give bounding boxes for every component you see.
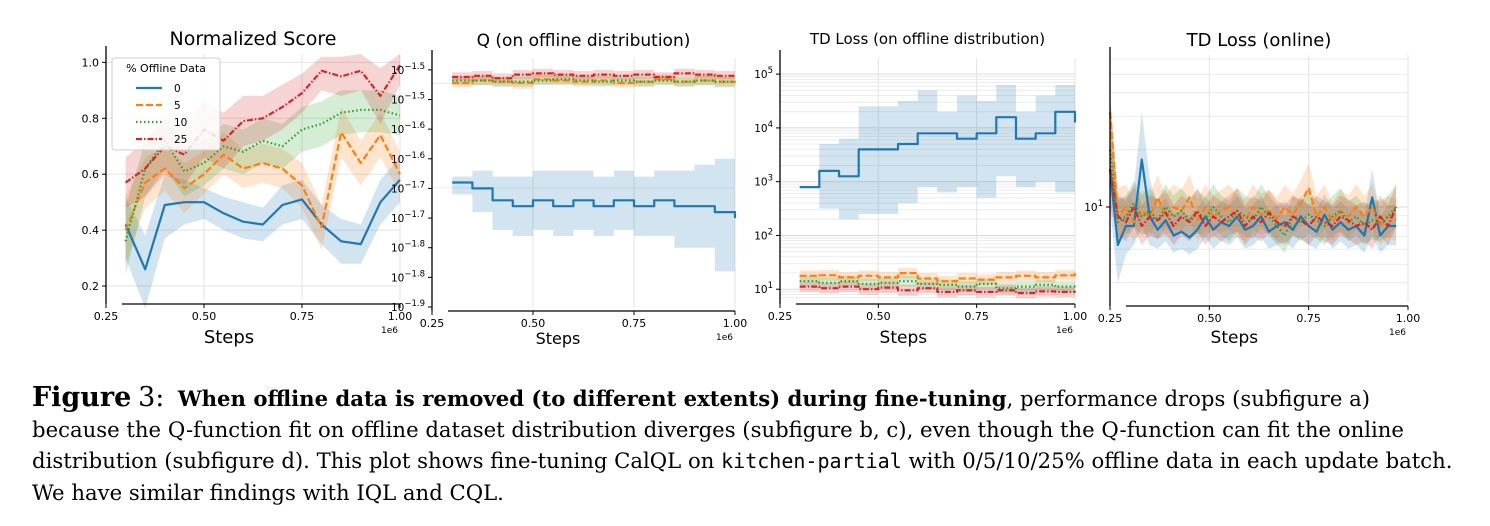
- caption-text-1: , performance drops (subfigure a) becaus…: [32, 386, 1404, 473]
- band-series-5: [799, 267, 1075, 287]
- line-series-0: [452, 181, 737, 219]
- y-tick-label: 104: [754, 120, 773, 135]
- band-series-0: [1110, 93, 1397, 283]
- y-tick-label: 10−1.5: [391, 62, 425, 77]
- x-scale-label: 1e6: [716, 333, 733, 343]
- chart-panel-4: 0.25 0.50 0.75 1.00 1e6 101 TD Loss (online) St…: [1084, 30, 1420, 348]
- y-tick-label: 102: [754, 227, 773, 242]
- caption-figure-number: 3:: [138, 382, 165, 413]
- line-series-0: [124, 179, 401, 271]
- band-series-0: [125, 157, 400, 309]
- chart-title: TD Loss (on offline distribution): [809, 30, 1045, 48]
- y-tick-label: 10−1.6: [391, 121, 425, 136]
- y-tick-label: 101: [1084, 199, 1103, 214]
- y-tick-label: 0.6: [82, 168, 100, 181]
- band-series-0: [799, 58, 1075, 220]
- x-axis-label: Steps: [1211, 328, 1259, 348]
- x-tick-label: 0.50: [192, 310, 217, 323]
- x-scale-label: 1e6: [1056, 326, 1073, 336]
- x-tick-label: 0.25: [1098, 312, 1123, 325]
- line-series-10: [799, 280, 1077, 290]
- x-axis-label: Steps: [204, 327, 254, 348]
- line-series-5: [124, 131, 401, 231]
- caption-text-2: with 0/5/10/25% offline data in each upd…: [32, 448, 1453, 505]
- legend-label-5: 5: [174, 100, 181, 112]
- chart-panel-1: 0.25 0.50 0.75 1.00 1e6 0.2 0.4 0.6 0.8 1.0 Normal…: [82, 28, 413, 348]
- y-tick-label: 10−1.7: [391, 210, 425, 225]
- line-series-0: [1108, 158, 1397, 247]
- x-tick-label: 0.75: [290, 310, 315, 323]
- legend-label-10: 10: [174, 117, 187, 129]
- y-tick-label: 103: [754, 174, 773, 189]
- x-tick-label: 0.50: [521, 317, 546, 330]
- legend-title: % Offline Data: [126, 62, 206, 75]
- chart-title: Normalized Score: [169, 28, 336, 50]
- x-scale-label: 1e6: [381, 326, 398, 336]
- legend-label-0: 0: [174, 83, 181, 95]
- x-tick-label: 1.00: [723, 317, 748, 330]
- y-tick-label: 10−1.8: [391, 269, 425, 284]
- x-tick-label: 1.00: [1396, 312, 1421, 325]
- y-tick-label: 10−1.6: [391, 151, 425, 166]
- band-series-10: [125, 90, 400, 275]
- x-tick-label: 1.00: [388, 310, 413, 323]
- band-series-0: [452, 152, 735, 296]
- x-scale-label: 1e6: [1389, 328, 1406, 338]
- x-tick-label: 0.75: [964, 310, 989, 323]
- band-series-5: [125, 107, 400, 264]
- band-series-25: [1110, 140, 1397, 249]
- line-series-0: [799, 110, 1077, 189]
- x-tick-label: 0.25: [420, 317, 445, 330]
- line-series-10: [452, 78, 735, 83]
- x-axis-label: Steps: [536, 329, 581, 348]
- caption-figure-label: Figure: [32, 382, 132, 413]
- y-tick-label: 0.2: [82, 280, 100, 293]
- line-series-25: [1108, 168, 1398, 231]
- chart-title: Q (on offline distribution): [477, 31, 691, 51]
- y-tick-label: 10−1.8: [391, 240, 425, 255]
- y-tick-label: 10−1.5: [391, 92, 425, 107]
- y-tick-label: 0.8: [82, 112, 100, 125]
- x-tick-label: 1.00: [1063, 310, 1088, 323]
- band-series-25: [125, 54, 400, 208]
- chart-panel-2: 0.25 0.50 0.75 1.00 1e6 10−1.5 10−1.5 10−1.6 10−…: [391, 31, 747, 348]
- figure-caption: Figure 3: When offline data is removed (…: [32, 382, 1462, 508]
- caption-bold-lead: When offline data is removed (to differe…: [177, 386, 1007, 411]
- line-series-25: [799, 285, 1077, 295]
- y-tick-label: 105: [754, 66, 773, 81]
- figure-panels: 0.25 0.50 0.75 1.00 1e6 0.2 0.4 0.6 0.8 1.0 Normal…: [82, 28, 1421, 348]
- chart-title: TD Loss (online): [1186, 30, 1332, 51]
- x-tick-label: 0.50: [866, 310, 891, 323]
- x-axis-label: Steps: [880, 328, 928, 348]
- x-tick-label: 0.50: [1197, 312, 1222, 325]
- line-series-5: [799, 272, 1077, 283]
- line-series-25: [452, 72, 737, 80]
- line-series-5: [1108, 111, 1397, 228]
- legend-box: [111, 57, 221, 151]
- x-tick-label: 0.25: [768, 310, 793, 323]
- x-tick-label: 0.25: [94, 310, 119, 323]
- x-tick-label: 0.75: [1296, 312, 1321, 325]
- x-tick-label: 0.75: [622, 317, 647, 330]
- y-tick-label: 10−1.9: [391, 299, 425, 314]
- y-tick-label: 1.0: [82, 56, 100, 69]
- legend-label-25: 25: [174, 134, 187, 146]
- line-series-10: [1108, 149, 1397, 237]
- caption-code: kitchen-partial: [721, 449, 902, 473]
- chart-panel-3: 0.25 0.50 0.75 1.00 1e6 101 102 103 104 105 TD Los…: [754, 30, 1087, 348]
- y-tick-label: 10−1.7: [391, 180, 425, 195]
- y-tick-label: 101: [754, 281, 773, 296]
- y-tick-label: 0.4: [82, 224, 100, 237]
